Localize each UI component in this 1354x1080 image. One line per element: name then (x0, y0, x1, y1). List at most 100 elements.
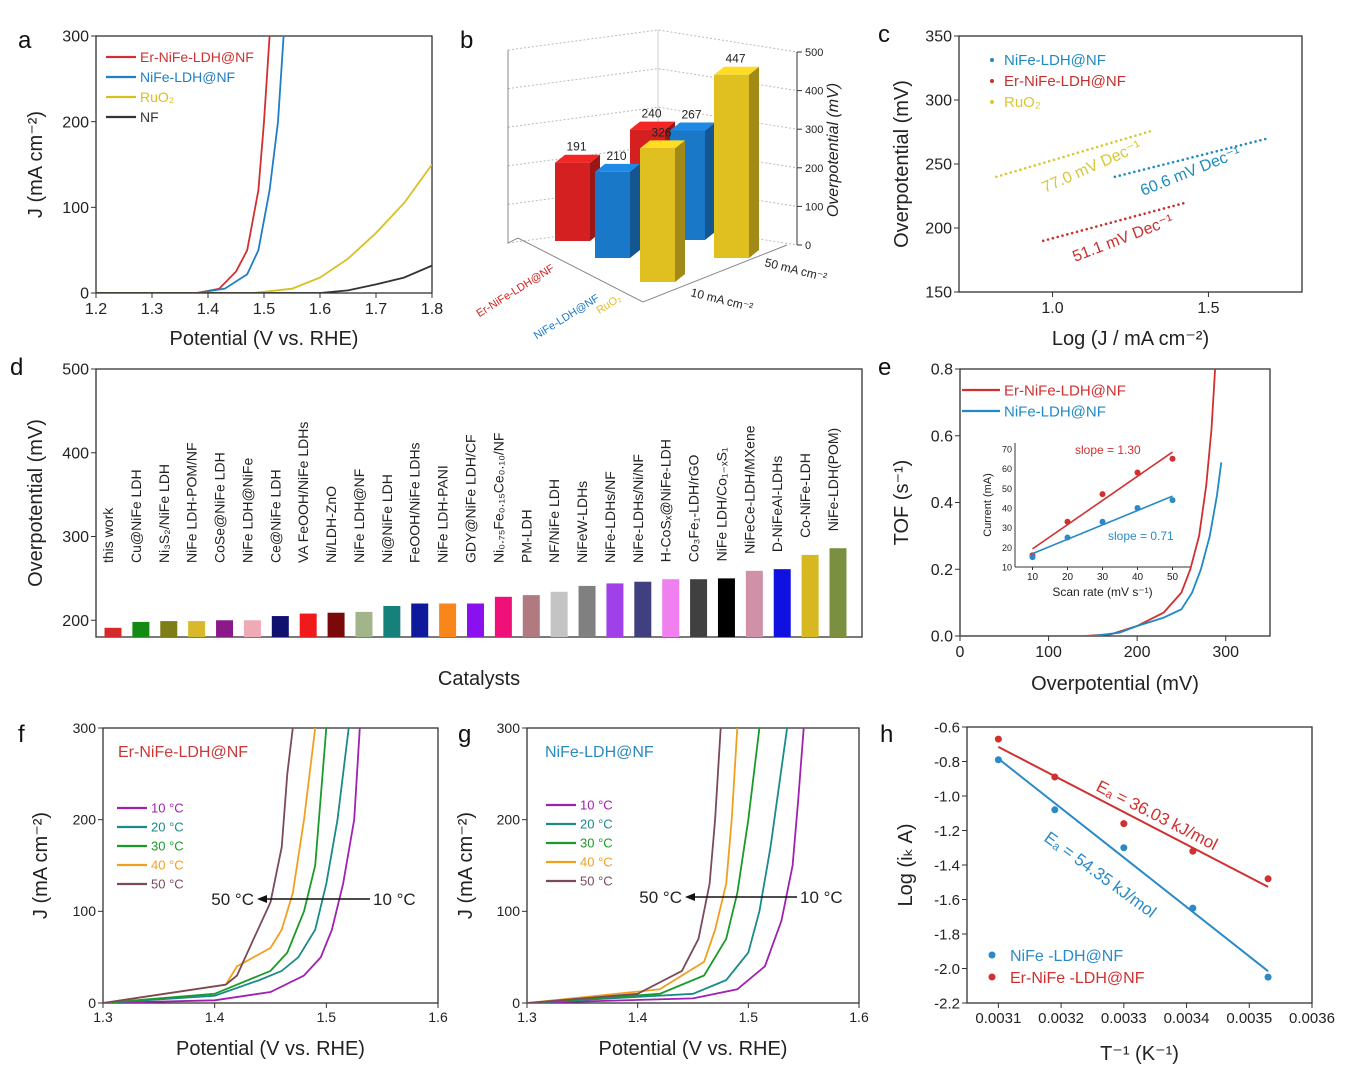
data-point (1120, 820, 1128, 828)
panel-g-chart: 1.3 1.4 1.5 1.6 0 100 200 300 Potential (V vs. R… (455, 720, 869, 1060)
y-tick-label: 300 (497, 720, 521, 736)
legend-entry: NF (140, 109, 159, 125)
y-tick-label: 200 (73, 812, 97, 828)
bar-side (630, 163, 640, 258)
x-tick-label: 30 (1097, 572, 1109, 583)
y-tick-label: -2.0 (934, 961, 960, 978)
x-axis-label: Potential (V vs. RHE) (599, 1038, 788, 1060)
y-tick-label: 70 (1002, 444, 1012, 454)
y-tick-label: 200 (62, 613, 89, 630)
bar-category-label: NiFe LDH-POM/NF (184, 442, 200, 563)
y-tick-label: 60 (1002, 464, 1012, 474)
y-tick-label: 300 (62, 29, 89, 46)
legend-entry: NiFe-LDH@NF (1004, 52, 1106, 69)
bar (634, 581, 652, 637)
bar-category-label: NiFe LDH@NF (351, 469, 367, 563)
arrow-label-to: 50 °C (639, 888, 682, 907)
y-tick-label: 50 (1002, 484, 1012, 494)
bar-top (640, 140, 685, 149)
x-tick-label: 1.7 (365, 301, 387, 318)
x-axis-label: Overpotential (mV) (1031, 673, 1199, 695)
arrow-label-to: 50 °C (211, 890, 254, 909)
y-tick-label: 400 (62, 445, 89, 462)
fit-line (997, 746, 1269, 888)
y-tick-label: 500 (62, 362, 89, 379)
z-tick-label: 100 (805, 201, 823, 213)
data-point (1099, 491, 1106, 498)
data-point (1169, 497, 1176, 504)
legend-entry: 40 °C (580, 855, 613, 870)
y-tick-label: 0.0 (931, 629, 953, 646)
bar (439, 603, 457, 637)
series-line (527, 728, 788, 1003)
data-point (1051, 806, 1059, 814)
chart-title: NiFe-LDH@NF (545, 744, 654, 761)
x-tick-label: 0.0033 (1101, 1010, 1147, 1027)
bar-category-label: NiFe-LDHs/NF (602, 471, 618, 563)
legend-marker (990, 79, 994, 83)
y-axis-label: J (mA cm⁻²) (30, 812, 52, 919)
legend-marker (988, 973, 996, 981)
legend-entry: NiFe-LDH@NF (140, 69, 235, 85)
series-axis-label: RuO₂ (594, 292, 623, 316)
y-tick-label: 200 (925, 221, 952, 238)
legend-entry: Er-NiFe-LDH@NF (1004, 73, 1126, 90)
y-tick-label: -0.6 (934, 719, 960, 736)
y-tick-label: 0.8 (931, 362, 953, 379)
series-line (527, 728, 739, 1003)
bar (383, 606, 401, 637)
y-axis-label: TOF (s⁻¹) (891, 460, 913, 546)
panel-e-inset: 10 20 30 40 50 10 20 30 40 50 60 70 Scan rate (mV s⁻… (982, 443, 1190, 599)
panel-label: f (18, 721, 25, 748)
series-line (960, 462, 1223, 636)
bar (494, 596, 512, 637)
panel-labels: a b c d e f g h (10, 21, 893, 748)
bar (467, 603, 484, 637)
y-tick-label: -1.6 (934, 892, 960, 909)
chart-title: Er-NiFe-LDH@NF (118, 744, 248, 761)
legend-entry: NiFe-LDH@NF (1004, 403, 1106, 420)
x-tick-label: 1.4 (197, 301, 219, 318)
bar-category-label: NF/NiFe LDH (546, 479, 562, 563)
series-line (103, 728, 361, 1003)
x-tick-label: 1.6 (849, 1009, 869, 1025)
data-point (994, 735, 1002, 743)
x-tick-label: 10 (1027, 572, 1039, 583)
panel-b-chart: 0 100 200 300 400 500 Overpotential (mV) 240 267… (474, 29, 842, 342)
floor-edge (507, 50, 788, 303)
bar (578, 585, 596, 637)
y-axis-label: Current (mA) (982, 473, 994, 537)
bar-category-label: Ni₃S₂/NiFe LDH (156, 464, 172, 563)
x-tick-label: 0 (956, 644, 965, 661)
y-tick-label: 0 (88, 995, 96, 1011)
series-line (527, 728, 722, 1003)
bar-category-label: Cu@NiFe LDH (128, 469, 144, 563)
y-tick-label: 200 (62, 114, 89, 131)
bar (690, 579, 708, 637)
x-tick-label: 300 (1212, 644, 1239, 661)
x-tick-label: 1.4 (205, 1009, 225, 1025)
legend-entry: 50 °C (580, 874, 613, 889)
y-tick-label: 300 (73, 720, 97, 736)
legend-entry: RuO₂ (140, 89, 174, 105)
bar (745, 570, 763, 637)
y-tick-label: -1.0 (934, 788, 960, 805)
panel-label: h (880, 721, 893, 748)
legend-entry: NiFe -LDH@NF (1010, 948, 1123, 965)
bar (160, 621, 178, 637)
series-dots (1041, 201, 1188, 243)
series-dots (1113, 137, 1269, 179)
data-point (1064, 518, 1071, 525)
legend-entry: 20 °C (151, 820, 184, 835)
legend-entry: Er-NiFe-LDH@NF (140, 49, 254, 65)
bar-category-label: NiFe-LDH(POM) (825, 428, 841, 531)
y-tick-label: 250 (925, 157, 952, 174)
bar (550, 591, 568, 637)
activation-energy-label: Eₐ = 36.03 kJ/mol (1093, 777, 1221, 855)
bar-value-label: 210 (606, 149, 626, 163)
data-point (1264, 973, 1272, 981)
y-tick-label: 150 (925, 285, 952, 302)
x-tick-label: 1.2 (85, 301, 107, 318)
panel-a-chart: 1.2 1.3 1.4 1.5 1.6 1.7 1.8 0 100 200 300 Potential… (25, 29, 443, 350)
data-point (1169, 455, 1176, 462)
